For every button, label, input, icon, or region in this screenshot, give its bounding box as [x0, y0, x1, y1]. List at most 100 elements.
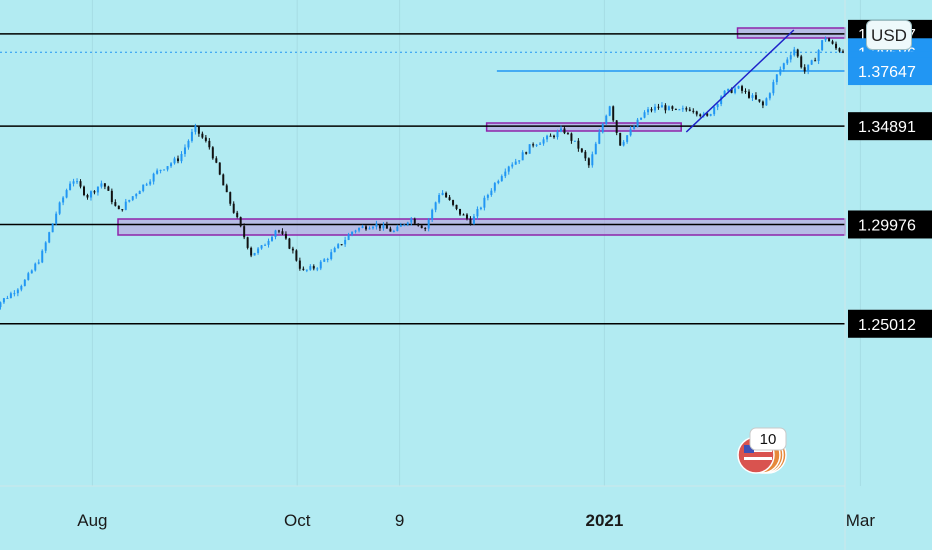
- candle-body: [838, 48, 841, 52]
- candle-body: [225, 185, 228, 193]
- candle-body: [500, 176, 503, 182]
- candle-body: [271, 236, 274, 241]
- candle-body: [657, 106, 660, 108]
- candle-body: [699, 114, 702, 117]
- candle-body: [709, 114, 712, 116]
- candle-body: [0, 302, 2, 308]
- candle-body: [768, 93, 771, 99]
- price-label: 1.25012: [858, 317, 916, 334]
- candle-body: [117, 205, 120, 210]
- candle-body: [678, 109, 681, 111]
- candle-body: [664, 105, 667, 111]
- candle-body: [378, 223, 381, 229]
- candle-body: [803, 67, 806, 72]
- candle-body: [312, 266, 315, 269]
- candle-body: [361, 226, 364, 228]
- candle-body: [727, 88, 730, 91]
- candle-body: [58, 202, 61, 214]
- candle-body: [330, 252, 333, 260]
- candle-body: [389, 228, 392, 232]
- candle-body: [573, 140, 576, 142]
- trend-layer: [685, 29, 795, 133]
- candle-body: [340, 244, 343, 246]
- candle-body: [103, 183, 106, 187]
- candle-body: [420, 225, 423, 229]
- candle-body: [236, 212, 239, 218]
- candle-body: [396, 226, 399, 231]
- candle-body: [730, 88, 733, 93]
- candle-body: [761, 101, 764, 106]
- candle-body: [100, 183, 103, 187]
- candle-body: [647, 109, 650, 113]
- candle-body: [358, 227, 361, 231]
- candle-body: [636, 119, 639, 127]
- candle-body: [747, 91, 750, 98]
- candle-body: [459, 208, 462, 215]
- candle-body: [79, 181, 82, 187]
- candle-body: [556, 131, 559, 138]
- candle-body: [250, 247, 253, 256]
- candle-body: [305, 269, 308, 271]
- candle-body: [615, 120, 618, 133]
- candle-body: [246, 237, 249, 248]
- price-label-bg: [848, 210, 932, 239]
- price-label-bg: [848, 112, 932, 141]
- candle-body: [671, 106, 674, 109]
- candle-body: [493, 183, 496, 191]
- candle-body: [782, 63, 785, 70]
- candle-body: [187, 140, 190, 148]
- candle-body: [149, 181, 152, 185]
- candle-body: [511, 164, 514, 167]
- candle-body: [51, 223, 54, 233]
- candle-body: [403, 224, 406, 226]
- event-badge[interactable]: 10: [737, 427, 787, 474]
- candle-body: [674, 108, 677, 110]
- candle-body: [497, 181, 500, 184]
- candle-body: [518, 160, 521, 162]
- candle-body: [197, 125, 200, 134]
- candle-body: [385, 224, 388, 229]
- candle-body: [114, 202, 117, 206]
- candle-body: [34, 263, 37, 271]
- candle-body: [713, 107, 716, 115]
- candle-body: [643, 112, 646, 118]
- candle-body: [274, 230, 277, 237]
- candle-body: [257, 248, 260, 253]
- candle-body: [284, 233, 287, 239]
- candle-body: [765, 98, 768, 106]
- badge-count: 10: [760, 431, 777, 448]
- candle-body: [86, 195, 89, 198]
- candle-body: [667, 106, 670, 111]
- candle-body: [465, 214, 468, 219]
- x-tick-label: Mar: [846, 511, 876, 530]
- candle-body: [96, 186, 99, 193]
- candle-body: [323, 259, 326, 262]
- candle-body: [532, 144, 535, 146]
- candle-body: [152, 173, 155, 182]
- candle-body: [490, 190, 493, 195]
- candle-body: [326, 259, 329, 261]
- trendline[interactable]: [685, 29, 795, 133]
- candle-body: [796, 49, 799, 57]
- candle-body: [570, 133, 573, 141]
- candle-body: [89, 191, 92, 198]
- price-axis[interactable]: 1.395071.3858603:06:531.376471.348911.29…: [848, 19, 932, 338]
- candle-body: [41, 250, 44, 263]
- candle-body: [737, 86, 740, 89]
- candle-body: [229, 192, 232, 204]
- candle-body: [754, 95, 757, 100]
- candle-body: [535, 144, 538, 146]
- candle-body: [841, 51, 844, 53]
- candle-body: [472, 216, 475, 225]
- candle-body: [319, 261, 322, 269]
- currency-button[interactable]: USD: [866, 20, 912, 50]
- candle-body: [695, 111, 698, 115]
- candle-body: [549, 135, 552, 137]
- time-axis[interactable]: Aug Oct 9 2021 Mar: [77, 511, 875, 530]
- candle-body: [723, 90, 726, 97]
- candle-body: [69, 183, 72, 191]
- candle-body: [183, 147, 186, 155]
- candle-body: [243, 226, 246, 238]
- candle-body: [121, 209, 124, 211]
